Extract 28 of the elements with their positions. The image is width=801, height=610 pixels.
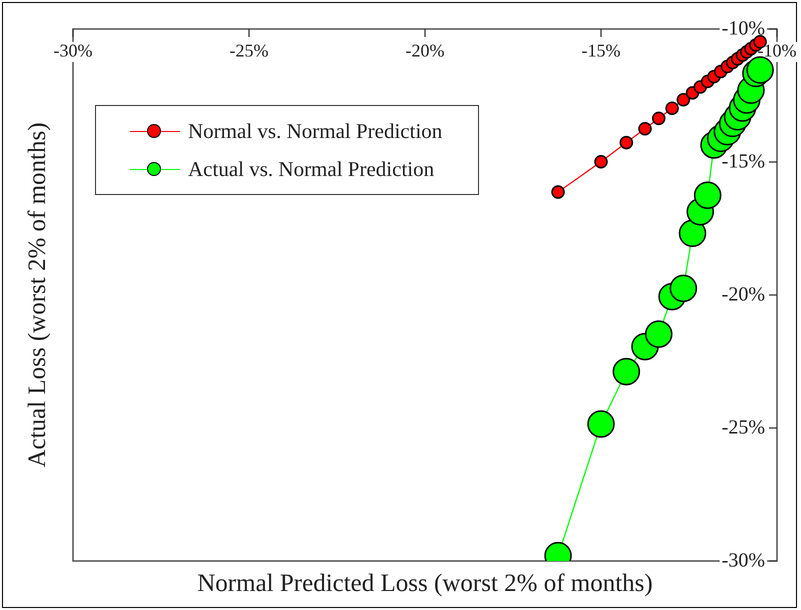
point	[665, 102, 679, 116]
x-tick-label: -15%	[582, 40, 620, 61]
y-axis-title: Actual Loss (worst 2% of months)	[24, 122, 52, 468]
x-tick-label: -20%	[406, 40, 444, 61]
y-tick-label: -25%	[722, 416, 765, 438]
y-tick-label: -20%	[722, 283, 765, 306]
x-tick-label: -30%	[54, 40, 92, 61]
point	[652, 112, 666, 126]
point	[587, 410, 615, 438]
point	[620, 136, 634, 150]
point	[594, 154, 608, 168]
point	[746, 56, 774, 84]
point	[670, 274, 698, 302]
y-tick-label: -10%	[722, 17, 765, 40]
point	[638, 122, 652, 136]
point	[676, 93, 690, 107]
point	[678, 220, 706, 248]
point	[551, 185, 565, 199]
y-tick-label: -15%	[722, 150, 765, 172]
x-tick-label: -25%	[230, 40, 268, 61]
point	[644, 320, 672, 348]
point	[612, 358, 640, 386]
point	[694, 182, 722, 209]
legend-label: Normal vs. Normal Prediction	[188, 118, 442, 144]
y-tick-label: -30%	[722, 549, 765, 572]
legend-label: Actual vs. Normal Prediction	[188, 156, 434, 182]
x-axis-title: Normal Predicted Loss (worst 2% of months)	[196, 570, 654, 598]
x-tick-label: -10%	[758, 40, 796, 61]
